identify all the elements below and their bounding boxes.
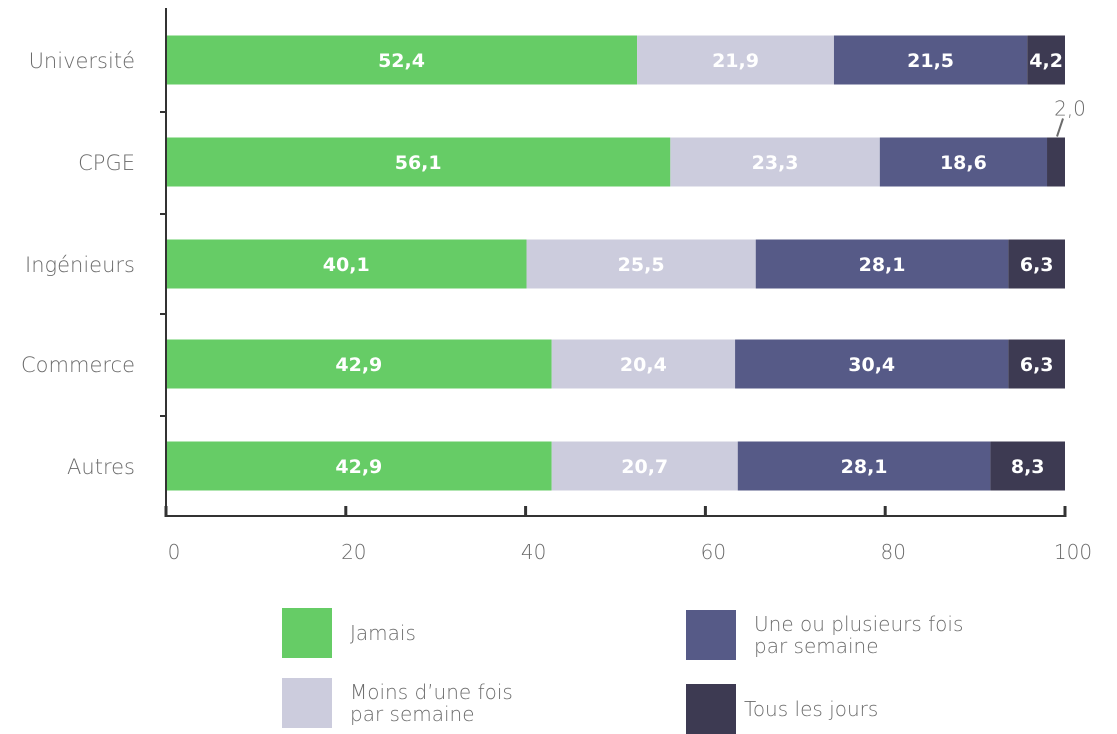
- bar-autres-tous-les-jours: [990, 441, 1065, 491]
- category-label-cpge: CPGE: [78, 151, 135, 175]
- bar-autres-jamais: [166, 441, 552, 491]
- value-label-cpge-jamais: 56,1: [395, 152, 442, 174]
- value-label-ingenieurs-moins-d-une-fois-par-semaine: 25,5: [618, 254, 665, 276]
- value-label-autres-une-ou-plusieurs-fois-par-semaine: 28,1: [841, 456, 888, 478]
- value-label-commerce-jamais: 42,9: [335, 354, 382, 376]
- callout-line-cpge-tous-les-jours: [1056, 118, 1064, 137]
- value-label-commerce-moins-d-une-fois-par-semaine: 20,4: [620, 354, 667, 376]
- value-label-ingenieurs-tous-les-jours: 6,3: [1020, 254, 1054, 276]
- category-label-autres: Autres: [67, 455, 135, 479]
- bar-cpge-moins-d-une-fois-par-semaine: [670, 137, 880, 187]
- bar-ingenieurs-tous-les-jours: [1008, 239, 1065, 289]
- value-label-commerce-tous-les-jours: 6,3: [1020, 354, 1054, 376]
- bar-autres-moins-d-une-fois-par-semaine: [551, 441, 738, 491]
- bar-ingenieurs-moins-d-une-fois-par-semaine: [526, 239, 756, 289]
- bar-commerce-tous-les-jours: [1008, 339, 1065, 389]
- bar-universite-jamais: [166, 35, 638, 85]
- bar-cpge-tous-les-jours: [1047, 137, 1065, 187]
- category-label-universite: Université: [29, 49, 135, 73]
- bar-commerce-moins-d-une-fois-par-semaine: [551, 339, 736, 389]
- value-label-universite-moins-d-une-fois-par-semaine: 21,9: [712, 50, 759, 72]
- x-tick-label-0: 0: [168, 540, 181, 564]
- bar-ingenieurs-jamais: [166, 239, 527, 289]
- x-tick-label-20: 20: [341, 540, 366, 564]
- value-label-ingenieurs-jamais: 40,1: [323, 254, 370, 276]
- bar-universite-tous-les-jours: [1027, 35, 1065, 85]
- bar-commerce-jamais: [166, 339, 552, 389]
- category-label-commerce: Commerce: [21, 353, 135, 377]
- x-tick-label-40: 40: [521, 540, 546, 564]
- bar-cpge-jamais: [166, 137, 671, 187]
- value-label-universite-une-ou-plusieurs-fois-par-semaine: 21,5: [907, 50, 954, 72]
- value-label-commerce-une-ou-plusieurs-fois-par-semaine: 30,4: [848, 354, 895, 376]
- x-tick-label-100: 100: [1054, 540, 1092, 564]
- bar-commerce-une-ou-plusieurs-fois-par-semaine: [735, 339, 1009, 389]
- bar-autres-une-ou-plusieurs-fois-par-semaine: [737, 441, 991, 491]
- bar-universite-une-ou-plusieurs-fois-par-semaine: [833, 35, 1028, 85]
- bar-universite-moins-d-une-fois-par-semaine: [637, 35, 834, 85]
- callout-label-cpge-tous-les-jours: 2,0: [1054, 97, 1086, 121]
- bar-cpge-une-ou-plusieurs-fois-par-semaine: [879, 137, 1048, 187]
- value-label-autres-jamais: 42,9: [335, 456, 382, 478]
- value-label-autres-tous-les-jours: 8,3: [1011, 456, 1045, 478]
- value-label-universite-tous-les-jours: 4,2: [1029, 50, 1063, 72]
- bar-ingenieurs-une-ou-plusieurs-fois-par-semaine: [755, 239, 1009, 289]
- value-label-cpge-moins-d-une-fois-par-semaine: 23,3: [752, 152, 799, 174]
- value-label-universite-jamais: 52,4: [378, 50, 425, 72]
- value-label-autres-moins-d-une-fois-par-semaine: 20,7: [621, 456, 668, 478]
- x-tick-label-80: 80: [880, 540, 905, 564]
- category-label-ingenieurs: Ingénieurs: [25, 253, 135, 277]
- value-label-cpge-une-ou-plusieurs-fois-par-semaine: 18,6: [940, 152, 987, 174]
- x-tick-label-60: 60: [701, 540, 726, 564]
- value-label-ingenieurs-une-ou-plusieurs-fois-par-semaine: 28,1: [859, 254, 906, 276]
